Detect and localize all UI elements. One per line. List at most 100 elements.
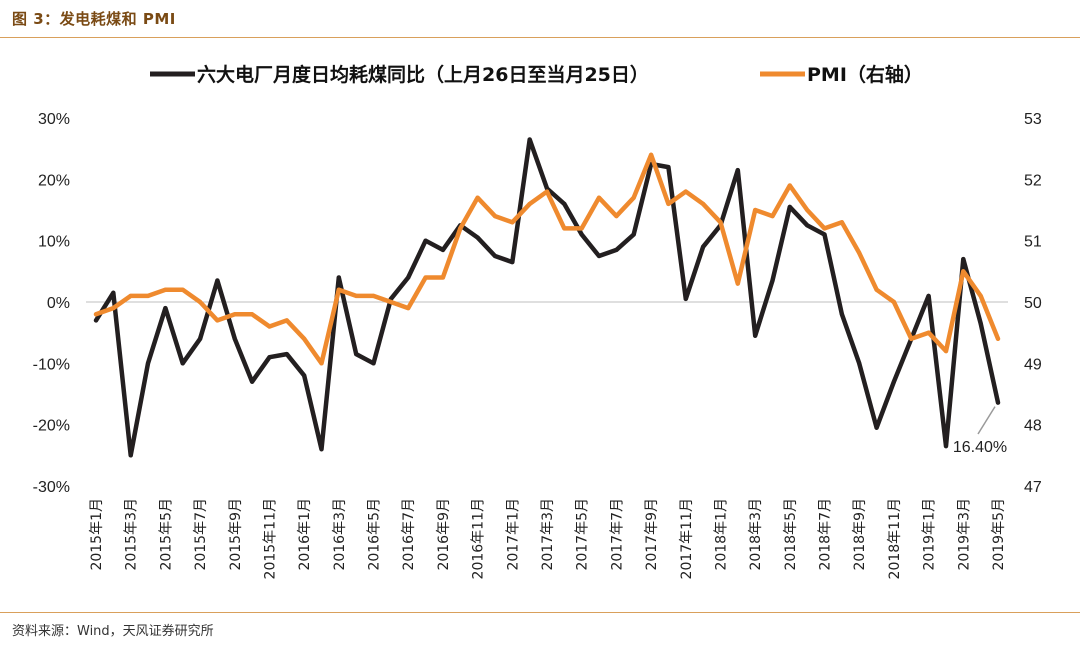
x-tick-label: 2017年9月 [644, 498, 660, 571]
x-tick-label: 2019年3月 [956, 498, 972, 571]
x-tick-label: 2019年5月 [991, 498, 1007, 571]
data-point-coal [250, 379, 255, 384]
line-chart: 六大电厂月度日均耗煤同比（上月26日至当月25日） PMI（右轴） -30% -2… [33, 63, 1042, 579]
data-point-pmi [510, 220, 515, 225]
data-point-coal [423, 238, 428, 243]
x-tick-label: 2018年5月 [783, 498, 799, 571]
data-point-coal [770, 278, 775, 283]
legend-label-pmi: PMI（右轴） [807, 63, 923, 86]
x-tick-label: 2018年9月 [852, 498, 868, 571]
data-point-pmi [701, 201, 706, 206]
data-point-coal [111, 290, 116, 295]
data-point-pmi [527, 201, 532, 206]
data-point-pmi [909, 336, 914, 341]
source-note: 资料来源：Wind，天风证券研究所 [12, 624, 214, 639]
data-point-pmi [215, 318, 220, 323]
data-point-coal [857, 361, 862, 366]
chart-legend: 六大电厂月度日均耗煤同比（上月26日至当月25日） PMI（右轴） [150, 63, 923, 86]
data-point-coal [805, 223, 810, 228]
data-point-pmi [649, 152, 654, 157]
data-point-pmi [354, 293, 359, 298]
data-point-coal [579, 232, 584, 237]
data-point-pmi [579, 226, 584, 231]
data-point-pmi [492, 214, 497, 219]
data-point-pmi [232, 312, 237, 317]
data-point-pmi [180, 287, 185, 292]
data-point-coal [631, 232, 636, 237]
x-tick-label: 2017年1月 [505, 498, 521, 571]
data-point-coal [527, 137, 532, 142]
data-point-coal [891, 379, 896, 384]
x-tick-label: 2015年11月 [262, 498, 278, 579]
data-point-coal [198, 336, 203, 341]
data-point-coal [753, 333, 758, 338]
data-point-pmi [475, 195, 480, 200]
data-point-coal [510, 260, 515, 265]
data-point-pmi [146, 293, 151, 298]
data-point-pmi [371, 293, 376, 298]
y-right-tick-label: 52 [1024, 172, 1042, 189]
data-point-pmi [666, 201, 671, 206]
data-point-pmi [284, 318, 289, 323]
data-point-pmi [597, 195, 602, 200]
top-rule [0, 37, 1080, 38]
x-tick-label: 2016年11月 [471, 498, 487, 579]
x-tick-label: 2018年11月 [887, 498, 903, 579]
data-point-coal [701, 244, 706, 249]
x-tick-label: 2015年7月 [193, 498, 209, 571]
data-point-coal [614, 247, 619, 252]
data-point-coal [839, 312, 844, 317]
data-point-coal [128, 453, 133, 458]
data-point-coal [874, 425, 879, 430]
data-point-pmi [406, 306, 411, 311]
data-point-pmi [545, 189, 549, 194]
x-tick-label: 2016年3月 [332, 498, 348, 571]
x-tick-label: 2017年3月 [540, 498, 556, 571]
y-left-tick-label: -20% [33, 418, 70, 435]
data-point-pmi [961, 269, 966, 274]
x-tick-label: 2015年1月 [89, 498, 105, 571]
figure-caption: 图 3：发电耗煤和 PMI [12, 10, 176, 28]
data-point-coal [735, 168, 740, 173]
y-left-tick-label: 10% [38, 234, 70, 251]
data-point-coal [440, 247, 445, 252]
data-point-pmi [787, 183, 792, 188]
x-tick-label: 2019年1月 [922, 498, 938, 571]
data-point-pmi [926, 330, 931, 335]
data-point-coal [163, 306, 168, 311]
x-tick-label: 2016年9月 [436, 498, 452, 571]
data-point-pmi [458, 226, 463, 231]
data-point-coal [492, 254, 497, 258]
data-point-pmi [562, 226, 567, 231]
x-tick-label: 2015年3月 [124, 498, 140, 571]
data-point-pmi [839, 220, 844, 225]
data-point-pmi [857, 250, 862, 255]
x-tick-label: 2018年3月 [748, 498, 764, 571]
data-point-coal [267, 355, 272, 360]
data-point-pmi [440, 275, 445, 280]
y-left-tick-label: 20% [38, 172, 70, 189]
data-point-pmi [302, 336, 307, 341]
chart-axes: -30% -20% -10% 0% 10% 20% 30% 47 48 49 50 51 52 53 201… [33, 111, 1042, 579]
data-point-coal [562, 201, 567, 206]
data-point-coal [926, 293, 931, 298]
annotation-label: 16.40% [953, 439, 1007, 456]
data-point-pmi [683, 189, 688, 194]
legend-label-coal: 六大电厂月度日均耗煤同比（上月26日至当月25日） [197, 63, 649, 86]
data-point-coal [215, 278, 220, 283]
data-point-coal [284, 352, 289, 357]
x-tick-label: 2015年5月 [158, 498, 174, 571]
data-point-pmi [94, 312, 98, 317]
chart-series [93, 137, 1001, 458]
x-tick-label: 2016年5月 [367, 498, 383, 571]
data-point-pmi [753, 208, 758, 212]
data-point-coal [545, 186, 549, 191]
data-point-pmi [423, 275, 428, 280]
data-point-pmi [267, 324, 272, 329]
x-tick-label: 2016年1月 [297, 498, 313, 571]
data-point-pmi [614, 214, 619, 219]
data-point-coal [597, 254, 602, 258]
data-point-pmi [978, 293, 983, 298]
data-point-pmi [163, 287, 168, 292]
data-point-coal [475, 235, 480, 240]
